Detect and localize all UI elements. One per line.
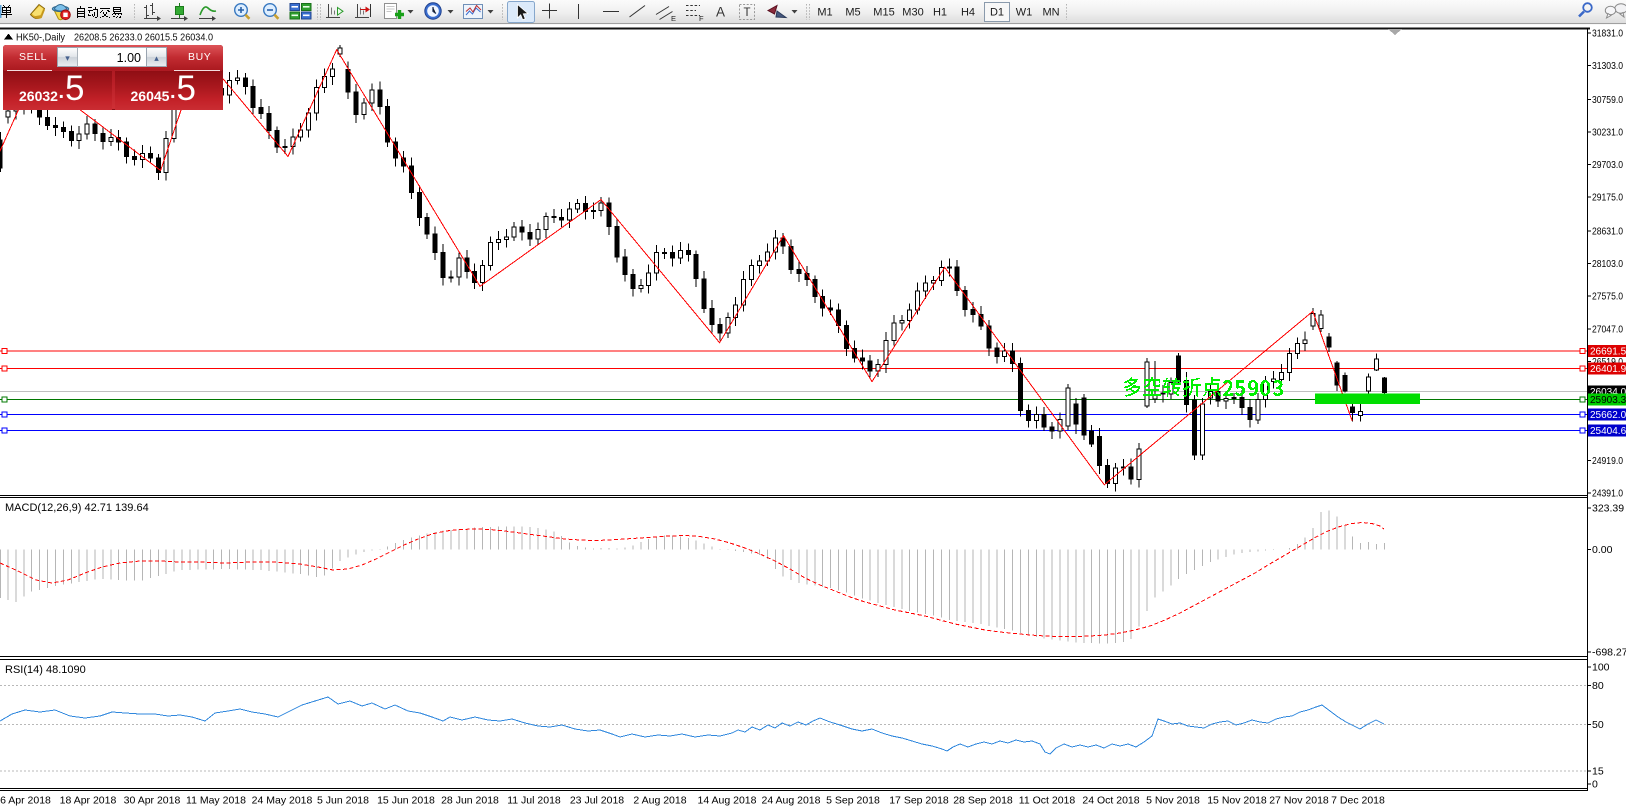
- svg-text:27575.0: 27575.0: [1592, 291, 1623, 303]
- svg-text:F: F: [699, 14, 704, 23]
- svg-text:15 Jun 2018: 15 Jun 2018: [377, 795, 435, 807]
- svg-text:25662.0: 25662.0: [1590, 410, 1626, 421]
- svg-text:RSI(14) 48.1090: RSI(14) 48.1090: [5, 664, 86, 676]
- svg-text:11 Jul 2018: 11 Jul 2018: [507, 795, 561, 807]
- svg-text:30 Apr 2018: 30 Apr 2018: [124, 795, 181, 807]
- svg-text:27 Nov 2018: 27 Nov 2018: [1269, 795, 1329, 807]
- svg-text:15: 15: [1592, 766, 1604, 778]
- svg-text:17 Sep 2018: 17 Sep 2018: [889, 795, 949, 807]
- svg-text:5 Nov 2018: 5 Nov 2018: [1146, 795, 1200, 807]
- svg-text:11 Oct 2018: 11 Oct 2018: [1019, 795, 1076, 807]
- svg-text:T: T: [744, 7, 751, 19]
- svg-text:5 Sep 2018: 5 Sep 2018: [826, 795, 880, 807]
- svg-text:28 Jun 2018: 28 Jun 2018: [441, 795, 499, 807]
- svg-text:MN: MN: [1042, 7, 1059, 19]
- svg-text:E: E: [671, 14, 676, 23]
- svg-text:28103.0: 28103.0: [1592, 258, 1623, 270]
- svg-text:2 Aug 2018: 2 Aug 2018: [633, 795, 686, 807]
- svg-text:26208.5 26233.0 26015.5 26034.: 26208.5 26233.0 26015.5 26034.0: [74, 32, 213, 44]
- svg-text:29175.0: 29175.0: [1592, 192, 1623, 204]
- svg-text:24 Oct 2018: 24 Oct 2018: [1082, 795, 1139, 807]
- svg-text:H1: H1: [933, 7, 947, 19]
- svg-text:18 Apr 2018: 18 Apr 2018: [60, 795, 117, 807]
- svg-text:15 Nov 2018: 15 Nov 2018: [1207, 795, 1267, 807]
- svg-text:D1: D1: [990, 7, 1004, 19]
- svg-text:M5: M5: [845, 7, 860, 19]
- svg-text:25903.3: 25903.3: [1590, 395, 1626, 406]
- svg-text:323.39: 323.39: [1592, 503, 1624, 515]
- svg-text:23 Jul 2018: 23 Jul 2018: [570, 795, 624, 807]
- svg-text:11 May 2018: 11 May 2018: [186, 795, 246, 807]
- svg-text:30759.0: 30759.0: [1592, 94, 1623, 106]
- svg-text:28631.0: 28631.0: [1592, 225, 1623, 237]
- svg-text:24 May 2018: 24 May 2018: [252, 795, 313, 807]
- svg-text:31831.0: 31831.0: [1592, 28, 1623, 40]
- svg-text:M1: M1: [817, 7, 832, 19]
- svg-text:W1: W1: [1016, 7, 1033, 19]
- svg-text:5 Jun 2018: 5 Jun 2018: [317, 795, 369, 807]
- svg-text:M30: M30: [902, 7, 923, 19]
- svg-text:26691.5: 26691.5: [1590, 346, 1626, 357]
- svg-text:80: 80: [1592, 680, 1604, 692]
- svg-text:7 Dec 2018: 7 Dec 2018: [1331, 795, 1385, 807]
- svg-text:0: 0: [1592, 779, 1598, 791]
- svg-text:29703.0: 29703.0: [1592, 159, 1623, 171]
- svg-text:27047.0: 27047.0: [1592, 323, 1623, 335]
- svg-text:6 Apr 2018: 6 Apr 2018: [0, 795, 51, 807]
- svg-text:50: 50: [1592, 719, 1604, 731]
- svg-text:26401.9: 26401.9: [1590, 364, 1626, 375]
- svg-text:28 Sep 2018: 28 Sep 2018: [953, 795, 1013, 807]
- svg-text:M15: M15: [873, 7, 894, 19]
- svg-text:H4: H4: [961, 7, 975, 19]
- svg-text:A: A: [716, 5, 725, 20]
- svg-text:24919.0: 24919.0: [1592, 455, 1623, 467]
- svg-text:100: 100: [1592, 662, 1610, 674]
- svg-text:26034.0: 26034.0: [1590, 387, 1626, 398]
- svg-text:30231.0: 30231.0: [1592, 126, 1623, 138]
- svg-text:HK50-,Daily: HK50-,Daily: [16, 32, 66, 44]
- svg-text:0.00: 0.00: [1592, 544, 1613, 556]
- svg-text:24 Aug 2018: 24 Aug 2018: [762, 795, 821, 807]
- svg-text:25404.6: 25404.6: [1590, 426, 1626, 437]
- svg-text:24391.0: 24391.0: [1592, 488, 1623, 500]
- svg-text:14 Aug 2018: 14 Aug 2018: [698, 795, 757, 807]
- svg-text:MACD(12,26,9) 42.71 139.64: MACD(12,26,9) 42.71 139.64: [5, 502, 149, 514]
- svg-text:-698.27: -698.27: [1592, 647, 1626, 659]
- svg-text:31303.0: 31303.0: [1592, 60, 1623, 72]
